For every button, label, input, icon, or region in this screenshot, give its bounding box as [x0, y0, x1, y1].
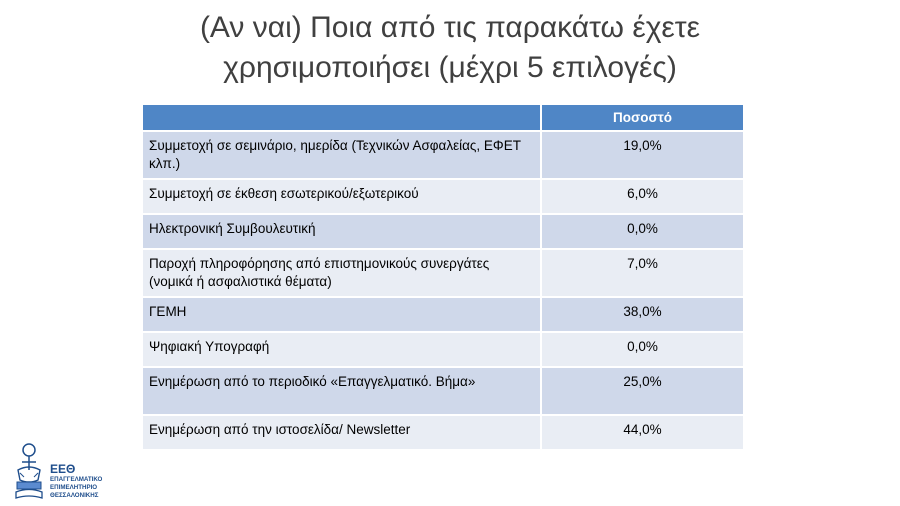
row-value: 0,0%	[541, 214, 743, 250]
chamber-logo: ΕΕΘ ΕΠΑΓΓΕΛΜΑΤΙΚΟ ΕΠΙΜΕΛΗΤΗΡΙΟ ΘΕΣΣΑΛΟΝΙ…	[10, 440, 120, 502]
row-label: Συμμετοχή σε έκθεση εσωτερικού/εξωτερικο…	[143, 179, 542, 215]
logo-line: ΕΠΑΓΓΕΛΜΑΤΙΚΟ	[50, 476, 103, 483]
table-row: Ψηφιακή Υπογραφή 0,0%	[143, 332, 743, 368]
row-value: 44,0%	[541, 415, 743, 451]
row-label: Ψηφιακή Υπογραφή	[143, 332, 542, 368]
header-percent-cell: Ποσοστό	[541, 105, 743, 132]
table-row: Συμμετοχή σε έκθεση εσωτερικού/εξωτερικο…	[143, 179, 743, 215]
slide-title: (Αν ναι) Ποια από τις παρακάτω έχετε χρη…	[0, 8, 900, 88]
logo-line: ΘΕΣΣΑΛΟΝΙΚΗΣ	[50, 492, 99, 499]
row-label: ΓΕΜΗ	[143, 297, 542, 333]
table-row: Ηλεκτρονική Συμβουλευτική 0,0%	[143, 214, 743, 250]
table-header-row: Ποσοστό	[143, 105, 743, 132]
row-value: 0,0%	[541, 332, 743, 368]
row-label: Ενημέρωση από το περιοδικό «Επαγγελματικ…	[143, 367, 542, 416]
table-row: Συμμετοχή σε σεμινάριο, ημερίδα (Τεχνικώ…	[143, 131, 743, 180]
emblem-icon	[15, 443, 43, 499]
results-table: Ποσοστό Συμμετοχή σε σεμινάριο, ημερίδα …	[143, 105, 743, 451]
row-value: 38,0%	[541, 297, 743, 333]
row-value: 19,0%	[541, 131, 743, 180]
logo-full-name: ΕΠΑΓΓΕΛΜΑΤΙΚΟ ΕΠΙΜΕΛΗΤΗΡΙΟ ΘΕΣΣΑΛΟΝΙΚΗΣ	[50, 476, 130, 500]
table-row: ΓΕΜΗ 38,0%	[143, 297, 743, 333]
row-label: Ενημέρωση από την ιστοσελίδα/ Newsletter	[143, 415, 542, 451]
row-label: Συμμετοχή σε σεμινάριο, ημερίδα (Τεχνικώ…	[143, 131, 542, 180]
logo-line: ΕΠΙΜΕΛΗΤΗΡΙΟ	[50, 484, 98, 491]
row-value: 25,0%	[541, 367, 743, 416]
row-value: 6,0%	[541, 179, 743, 215]
slide-title-line1: (Αν ναι) Ποια από τις παρακάτω έχετε	[199, 11, 701, 44]
row-value: 7,0%	[541, 249, 743, 298]
logo-abbreviation: ΕΕΘ	[50, 462, 76, 476]
header-label-cell	[143, 105, 542, 132]
slide-title-line2: χρησιμοποιήσει (μέχρι 5 επιλογές)	[223, 51, 677, 84]
table-row: Ενημέρωση από το περιοδικό «Επαγγελματικ…	[143, 367, 743, 416]
row-label: Ηλεκτρονική Συμβουλευτική	[143, 214, 542, 250]
row-label: Παροχή πληροφόρησης από επιστημονικούς σ…	[143, 249, 542, 298]
table-row: Ενημέρωση από την ιστοσελίδα/ Newsletter…	[143, 415, 743, 451]
table-row: Παροχή πληροφόρησης από επιστημονικούς σ…	[143, 249, 743, 298]
